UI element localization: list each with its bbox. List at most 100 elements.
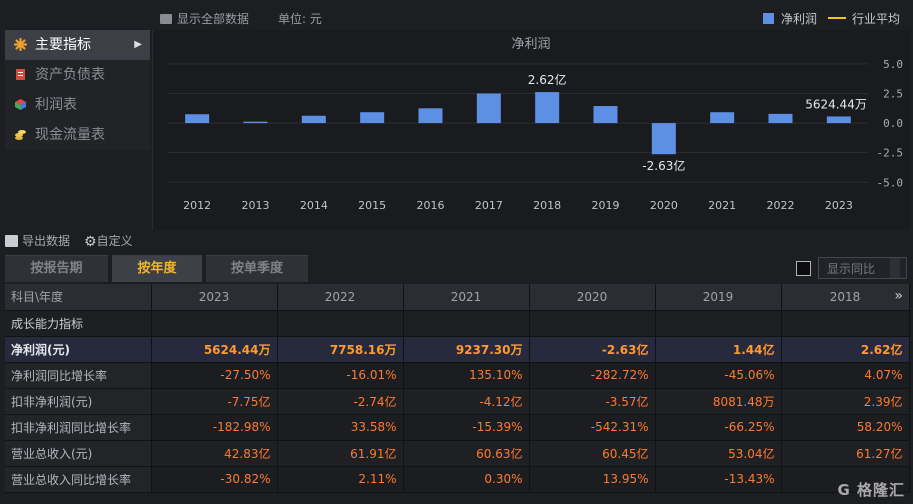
unit-label: 单位: 元 <box>278 12 322 26</box>
header-year[interactable]: 2020 <box>529 284 656 311</box>
tab-by-report-period[interactable]: 按报告期 <box>5 255 108 282</box>
document-icon <box>16 69 25 80</box>
header-year[interactable]: 2021 <box>403 284 530 311</box>
coins-icon <box>15 130 26 140</box>
legend-industry[interactable]: 行业平均 <box>828 10 900 27</box>
table-cell <box>151 310 278 337</box>
export-icon <box>5 235 18 247</box>
data-label: 5624.44万 <box>805 97 867 111</box>
more-columns-icon[interactable]: » <box>894 288 903 304</box>
table-cell: -2.63亿 <box>529 336 656 363</box>
table-row[interactable]: 成长能力指标 <box>5 310 910 337</box>
export-data-button[interactable]: 导出数据 <box>5 232 70 249</box>
sidebar-item-cash-flow[interactable]: 现金流量表 <box>5 120 150 150</box>
y-tick-label: -2.5 <box>877 147 904 160</box>
sidebar-item-label: 资产负债表 <box>35 67 105 83</box>
data-label: -2.63亿 <box>642 158 685 173</box>
chart-svg: 净利润 5.0 2.5 0.0 -2.5 -5.0 2012 2013 2014 2015 2016… <box>168 37 904 212</box>
bar <box>360 112 385 124</box>
table-cell: -4.12亿 <box>403 388 530 415</box>
header-year[interactable]: 2023 <box>151 284 278 311</box>
table-cell: 13.95% <box>529 466 656 493</box>
financial-table: 科目\年度 2023 2022 2021 2020 2019 2018 成长能力指标 净利润(… <box>5 284 910 493</box>
monitor-icon <box>160 14 172 24</box>
table-cell: -16.01% <box>277 362 404 389</box>
row-label: 净利润同比增长率 <box>5 362 152 389</box>
x-tick-label: 2016 <box>417 199 445 212</box>
bar <box>535 92 560 124</box>
customize-button[interactable]: ⚙自定义 <box>84 232 133 250</box>
table-cell <box>781 466 910 493</box>
table-cell: 61.27亿 <box>781 440 910 467</box>
legend-series[interactable]: 净利润 <box>763 10 817 27</box>
tab-by-year[interactable]: 按年度 <box>112 255 202 282</box>
table-cell: 2.62亿 <box>781 336 910 363</box>
table-cell: 135.10% <box>403 362 530 389</box>
sidebar-item-income-statement[interactable]: 利润表 <box>5 90 150 120</box>
sidebar-item-label: 主要指标 <box>35 37 91 53</box>
legend-line-icon <box>828 17 846 19</box>
table-cell: 33.58% <box>277 414 404 441</box>
bar <box>185 114 210 124</box>
x-tick-label: 2021 <box>708 199 736 212</box>
bar <box>710 112 735 124</box>
table-cell: 60.45亿 <box>529 440 656 467</box>
sidebar-item-label: 现金流量表 <box>35 127 105 143</box>
row-label: 扣非净利润(元) <box>5 388 152 415</box>
x-tick-label: 2014 <box>300 199 328 212</box>
table-cell: -45.06% <box>655 362 782 389</box>
legend-square-icon <box>763 13 774 24</box>
x-tick-label: 2015 <box>358 199 386 212</box>
table-cell: -15.39% <box>403 414 530 441</box>
table-cell <box>529 310 656 337</box>
x-tick-label: 2017 <box>475 199 503 212</box>
row-label: 成长能力指标 <box>5 310 152 337</box>
header-year[interactable]: 2022 <box>277 284 404 311</box>
table-cell: -66.25% <box>655 414 782 441</box>
watermark-logo: G 格隆汇 <box>837 481 905 499</box>
table-cell: 4.07% <box>781 362 910 389</box>
dropdown-arrow-icon <box>890 258 900 278</box>
sidebar-item-balance-sheet[interactable]: 资产负债表 <box>5 60 150 90</box>
table-cell: -13.43% <box>655 466 782 493</box>
x-tick-label: 2023 <box>825 199 853 212</box>
table-cell: -7.75亿 <box>151 388 278 415</box>
cube-icon <box>15 99 26 110</box>
table-row[interactable]: 营业总收入同比增长率 -30.82% 2.11% 0.30% 13.95% -13.43% <box>5 466 910 493</box>
customize-label: 自定义 <box>96 234 133 248</box>
bar <box>243 121 268 124</box>
show-yoy-dropdown[interactable]: 显示同比 <box>818 257 907 279</box>
sidebar-item-main-indicators[interactable]: 主要指标 ▶ <box>5 30 150 60</box>
table-row[interactable]: 净利润(元) 5624.44万 7758.16万 9237.30万 -2.63亿 1.44… <box>5 336 910 363</box>
table-row[interactable]: 营业总收入(元) 42.83亿 61.91亿 60.63亿 60.45亿 53.04亿 61… <box>5 440 910 467</box>
sidebar-item-label: 利润表 <box>35 97 77 113</box>
yoy-checkbox[interactable] <box>796 261 811 276</box>
bar <box>476 93 501 124</box>
show-all-data-toggle[interactable]: 显示全部数据 <box>160 10 249 27</box>
table-cell: 53.04亿 <box>655 440 782 467</box>
table-cell: 2.11% <box>277 466 404 493</box>
header-year[interactable]: 2018 <box>781 284 910 311</box>
legend-series-label: 净利润 <box>781 12 818 26</box>
sidebar: 主要指标 ▶ 资产负债表 利润表 现金流量表 <box>5 30 150 150</box>
header-year[interactable]: 2019 <box>655 284 782 311</box>
table-cell: -30.82% <box>151 466 278 493</box>
table-row[interactable]: 净利润同比增长率 -27.50% -16.01% 135.10% -282.72% -45… <box>5 362 910 389</box>
table-row[interactable]: 扣非净利润同比增长率 -182.98% 33.58% -15.39% -542.31% -… <box>5 414 910 441</box>
show-all-label: 显示全部数据 <box>177 12 250 26</box>
asterisk-icon <box>14 38 27 51</box>
table-cell: -27.50% <box>151 362 278 389</box>
bar <box>651 123 676 155</box>
x-tick-label: 2020 <box>650 199 678 212</box>
table-row[interactable]: 扣非净利润(元) -7.75亿 -2.74亿 -4.12亿 -3.57亿 8081.48万… <box>5 388 910 415</box>
table-cell: 60.63亿 <box>403 440 530 467</box>
table-cell: -282.72% <box>529 362 656 389</box>
table-cell <box>655 310 782 337</box>
table-cell: -3.57亿 <box>529 388 656 415</box>
x-tick-label: 2013 <box>242 199 270 212</box>
x-tick-label: 2022 <box>767 199 795 212</box>
tab-by-quarter[interactable]: 按单季度 <box>206 255 308 282</box>
table-cell: 58.20% <box>781 414 910 441</box>
table-cell: 7758.16万 <box>277 336 404 363</box>
y-tick-label: 5.0 <box>883 58 903 71</box>
